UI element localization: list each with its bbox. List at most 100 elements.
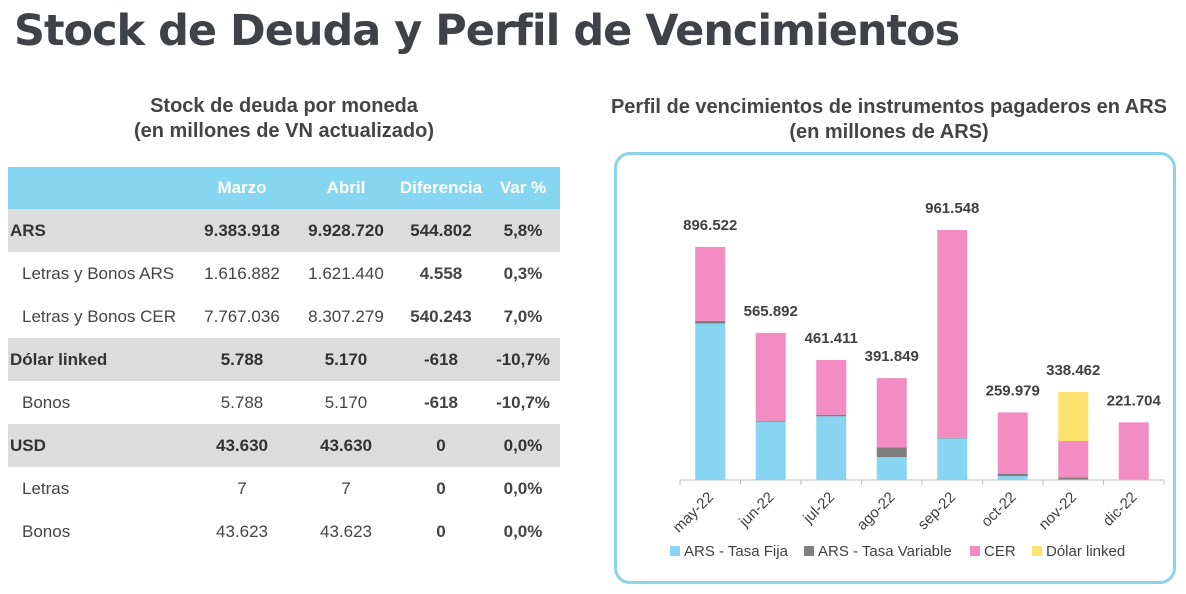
table-body: ARS 9.383.918 9.928.720 544.802 5,8% Letras y… <box>8 209 560 553</box>
cell-marzo: 43.630 <box>188 424 296 467</box>
cell-diferencia: 4.558 <box>419 263 463 283</box>
x-tick-label: jul-22 <box>799 489 838 528</box>
table-title-line2: (en millones de VN actualizado) <box>133 120 435 142</box>
chart-heading: Perfil de vencimientos de instrumentos p… <box>598 95 1180 145</box>
cell-marzo: 5.788 <box>220 392 264 412</box>
cell-marzo: 7 <box>237 478 247 498</box>
row-label: Bonos <box>22 392 71 412</box>
bar-segment <box>937 229 968 438</box>
cell-diferencia: -618 <box>396 338 486 381</box>
x-tick-label: sep-22 <box>915 489 959 533</box>
cell-abril: 8.307.279 <box>308 306 384 326</box>
row-label: Dólar linked <box>8 338 188 381</box>
legend-label: Dólar linked <box>1046 543 1125 560</box>
bar-segment <box>695 320 726 324</box>
page-title: Stock de Deuda y Perfil de Vencimientos <box>14 6 960 56</box>
bar-segment <box>695 323 726 480</box>
total-label: 961.548 <box>925 200 979 217</box>
x-tick-label: ago-22 <box>854 489 899 534</box>
cell-abril: 5.170 <box>296 338 396 381</box>
total-label: 391.849 <box>865 348 919 365</box>
legend-swatch <box>804 546 814 556</box>
cell-var: 0,3% <box>503 263 543 283</box>
cell-diferencia: 0 <box>436 478 446 498</box>
cell-abril: 1.621.440 <box>308 263 384 283</box>
cell-var: 0,0% <box>486 424 560 467</box>
cell-diferencia: 0 <box>396 424 486 467</box>
table-row: ARS 9.383.918 9.928.720 544.802 5,8% <box>8 209 560 252</box>
legend-label: ARS - Tasa Variable <box>818 543 952 560</box>
table-header-row: Marzo Abril Diferencia Var % <box>8 167 560 209</box>
cell-var: -10,7% <box>496 392 550 412</box>
bar-segment <box>997 412 1028 475</box>
cell-var: 7,0% <box>503 306 543 326</box>
bar-segment <box>816 414 847 417</box>
cell-diferencia: 0 <box>436 521 446 541</box>
row-label: Letras y Bonos ARS <box>22 263 175 283</box>
bar-segment <box>755 421 786 480</box>
bar-segment <box>755 420 786 422</box>
cell-marzo: 7.767.036 <box>204 306 280 326</box>
table-row: Dólar linked 5.788 5.170 -618 -10,7% <box>8 338 560 381</box>
bar-segment <box>1058 391 1089 441</box>
legend-swatch <box>970 546 980 556</box>
cell-diferencia: -618 <box>423 392 459 412</box>
total-label: 338.462 <box>1046 362 1100 379</box>
cell-abril: 43.630 <box>296 424 396 467</box>
bar-segment <box>876 378 907 448</box>
bar-segment <box>876 457 907 480</box>
cell-var: -10,7% <box>486 338 560 381</box>
table-heading: Stock de deuda por moneda (en millones d… <box>8 94 560 144</box>
cell-marzo: 5.788 <box>188 338 296 381</box>
bar-segment <box>997 476 1028 480</box>
row-label: Bonos <box>22 521 71 541</box>
header-blank <box>8 167 188 209</box>
total-label: 221.704 <box>1107 392 1162 409</box>
total-label: 461.411 <box>805 330 858 347</box>
legend-label: CER <box>984 543 1016 560</box>
bar-segment <box>1058 441 1089 478</box>
bar-segment <box>755 332 786 421</box>
table-row: USD 43.630 43.630 0 0,0% <box>8 424 560 467</box>
legend-swatch <box>1032 546 1042 556</box>
x-tick-label: nov-22 <box>1036 489 1080 533</box>
cell-var: 0,0% <box>503 521 543 541</box>
x-tick-label: jun-22 <box>735 489 777 531</box>
cell-abril: 9.928.720 <box>296 209 396 252</box>
table-row: Letras y Bonos CER 7.767.036 8.307.279 540.… <box>8 295 560 338</box>
bar-segment <box>816 360 847 415</box>
total-label: 565.892 <box>744 303 798 320</box>
legend-swatch <box>670 546 680 556</box>
cell-abril: 43.623 <box>320 521 372 541</box>
cell-var: 5,8% <box>486 209 560 252</box>
bar-segment <box>876 447 907 458</box>
x-tick-label: may-22 <box>670 489 717 536</box>
table-row: Bonos 43.623 43.623 0 0,0% <box>8 510 560 553</box>
table-row: Letras y Bonos ARS 1.616.882 1.621.440 4.55… <box>8 252 560 295</box>
row-label: Letras <box>22 478 70 498</box>
row-label: Letras y Bonos CER <box>22 306 177 326</box>
row-label: ARS <box>8 209 188 252</box>
debt-stock-table: Marzo Abril Diferencia Var % ARS 9.383.91… <box>8 167 560 553</box>
bar-segment <box>1058 477 1089 480</box>
cell-marzo: 9.383.918 <box>188 209 296 252</box>
cell-marzo: 1.616.882 <box>204 263 280 283</box>
cell-abril: 7 <box>341 478 351 498</box>
x-tick-label: dic-22 <box>1100 489 1141 530</box>
cell-diferencia: 540.243 <box>410 306 472 326</box>
x-tick-label: oct-22 <box>978 489 1020 531</box>
header-marzo: Marzo <box>188 167 296 209</box>
bar-segment <box>1118 422 1149 480</box>
bar-segment <box>816 416 847 480</box>
bar-segment <box>937 438 968 480</box>
header-var: Var % <box>486 167 560 209</box>
bar-segment <box>695 246 726 321</box>
total-label: 896.522 <box>683 217 737 234</box>
table-row: Letras 7 7 0 0,0% <box>8 467 560 510</box>
chart-title-line2: (en millones de ARS) <box>789 121 989 143</box>
cell-diferencia: 544.802 <box>396 209 486 252</box>
legend-label: ARS - Tasa Fija <box>684 543 789 560</box>
row-label: USD <box>8 424 188 467</box>
header-abril: Abril <box>296 167 396 209</box>
header-diferencia: Diferencia <box>396 167 486 209</box>
